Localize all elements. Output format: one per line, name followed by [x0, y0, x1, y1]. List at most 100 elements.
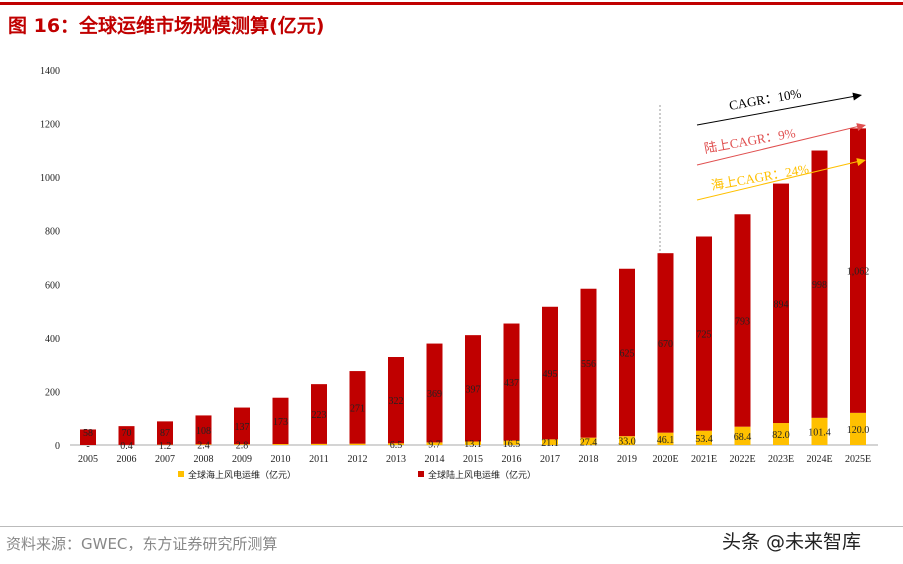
onshore-bar — [118, 426, 135, 445]
cagr-annotation: 陆上CAGR：9% — [703, 125, 797, 156]
x-tick-label: 2023E — [768, 454, 794, 465]
x-tick-label: 2021E — [691, 454, 717, 465]
onshore-data-label: 173 — [273, 417, 288, 428]
onshore-bar — [195, 415, 212, 445]
onshore-bar — [619, 268, 635, 437]
cagr-arrowhead — [852, 92, 862, 101]
onshore-bar — [157, 421, 173, 445]
onshore-data-label: 1,062 — [847, 267, 870, 278]
cagr-arrow-line — [696, 95, 857, 126]
watermark: 头条 @未来智库 — [722, 531, 862, 553]
offshore-bar — [850, 412, 866, 445]
legend-label-onshore: 全球陆上风电运维（亿元） — [428, 469, 536, 480]
onshore-data-label: 556 — [581, 359, 596, 370]
cagr-annotation: 海上CAGR：24% — [710, 161, 810, 193]
offshore-data-label: - — [86, 441, 89, 452]
cagr-arrow-line — [696, 160, 861, 201]
onshore-bar — [734, 214, 751, 427]
onshore-data-label: 670 — [658, 339, 673, 350]
x-tick-label: 2013 — [386, 454, 406, 465]
onshore-bar — [426, 343, 443, 443]
onshore-bar — [850, 128, 866, 413]
offshore-bar — [657, 432, 674, 445]
offshore-bar — [542, 439, 558, 445]
x-tick-label: 2017 — [540, 454, 560, 465]
offshore-data-label: 16.5 — [503, 439, 521, 450]
onshore-data-label: 625 — [620, 348, 635, 359]
onshore-data-label: 271 — [350, 403, 365, 414]
x-tick-label: 2016 — [502, 454, 522, 465]
offshore-data-label: 21.1 — [541, 438, 559, 449]
offshore-bar — [426, 442, 443, 445]
offshore-bar — [580, 437, 597, 445]
legend-swatch-offshore — [178, 471, 184, 477]
top-rule — [0, 2, 903, 5]
onshore-bar — [811, 150, 828, 418]
x-tick-label: 2015 — [463, 454, 483, 465]
onshore-data-label: 894 — [774, 299, 789, 310]
offshore-data-label: 6.5 — [390, 440, 403, 451]
cagr-arrowhead — [856, 158, 866, 166]
y-tick-label: 800 — [45, 227, 60, 238]
onshore-data-label: 108 — [196, 426, 211, 437]
offshore-data-label: 2.4 — [197, 441, 210, 452]
cagr-arrow-line — [696, 125, 861, 166]
y-tick-label: 1400 — [40, 66, 60, 77]
onshore-data-label: 137 — [235, 422, 250, 433]
offshore-bar — [195, 444, 212, 445]
offshore-data-label: 0.4 — [120, 441, 133, 452]
onshore-bar — [234, 407, 250, 445]
x-tick-label: 2025E — [845, 454, 871, 465]
onshore-data-label: 437 — [504, 378, 519, 389]
offshore-bar — [619, 436, 635, 445]
onshore-bar — [349, 371, 366, 444]
figure-title: 图 16：全球运维市场规模测算(亿元) — [8, 15, 325, 37]
onshore-bar — [580, 288, 597, 438]
offshore-bar — [388, 443, 404, 445]
x-tick-label: 2019 — [617, 454, 637, 465]
x-tick-label: 2011 — [309, 454, 329, 465]
onshore-bar — [773, 183, 789, 424]
offshore-bar — [503, 440, 520, 445]
offshore-data-label: 120.0 — [847, 425, 870, 436]
bottom-rule — [0, 526, 903, 527]
offshore-data-label: 1.2 — [159, 441, 172, 452]
onshore-data-label: 70 — [122, 428, 132, 439]
onshore-bar — [311, 384, 327, 444]
x-tick-label: 2012 — [348, 454, 368, 465]
onshore-bar — [503, 323, 520, 441]
offshore-data-label: 9.7 — [428, 440, 441, 451]
onshore-data-label: 725 — [697, 330, 712, 341]
x-tick-label: 2018 — [579, 454, 599, 465]
offshore-bar — [734, 426, 751, 445]
x-tick-label: 2020E — [652, 454, 678, 465]
onshore-data-label: 397 — [466, 384, 481, 395]
x-tick-label: 2009 — [232, 454, 252, 465]
offshore-data-label: 46.1 — [657, 435, 675, 446]
onshore-data-label: 322 — [389, 396, 404, 407]
x-tick-label: 2005 — [78, 454, 98, 465]
source-note: 资料来源：GWEC，东方证券研究所测算 — [6, 535, 278, 553]
onshore-bar — [657, 253, 674, 433]
onshore-data-label: 223 — [312, 410, 327, 421]
offshore-bar — [465, 441, 481, 445]
offshore-data-label: 53.4 — [695, 434, 713, 445]
y-tick-label: 600 — [45, 280, 60, 291]
offshore-data-label: 82.0 — [772, 430, 790, 441]
offshore-bar — [811, 417, 828, 445]
onshore-data-label: 998 — [812, 280, 827, 291]
offshore-bar — [272, 444, 289, 445]
onshore-data-label: 495 — [543, 369, 558, 380]
onshore-bar — [272, 397, 289, 445]
x-tick-label: 2014 — [425, 454, 445, 465]
offshore-bar — [234, 444, 250, 445]
offshore-bar — [696, 430, 712, 445]
onshore-bar — [465, 335, 481, 442]
onshore-bar — [696, 236, 712, 431]
offshore-bar — [311, 443, 327, 445]
onshore-bar — [388, 357, 404, 444]
onshore-bar — [542, 306, 558, 440]
y-tick-label: 1200 — [40, 120, 60, 131]
legend-label-offshore: 全球海上风电运维（亿元） — [188, 469, 296, 480]
cagr-annotation: CAGR：10% — [728, 85, 803, 112]
